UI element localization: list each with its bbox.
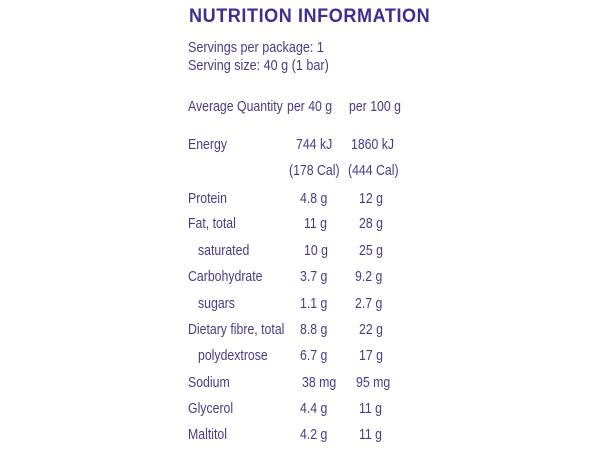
row-calories-per-100g: (444 Cal): [348, 162, 399, 179]
row-polydextrose-per-serving: 6.7 g: [300, 347, 328, 364]
row-protein-name: Protein: [188, 190, 227, 207]
row-carbohydrate-name: Carbohydrate: [188, 268, 263, 285]
nutrition-title: NUTRITION INFORMATION: [189, 6, 431, 27]
row-protein-per-100g: 12 g: [359, 190, 383, 207]
header-average-quantity: Average Quantity: [188, 98, 283, 115]
nutrition-panel: NUTRITION INFORMATION Servings per packa…: [184, 0, 430, 463]
row-saturated-name: saturated: [198, 242, 250, 259]
servings-per-package: Servings per package: 1: [188, 39, 324, 56]
row-sodium-name: Sodium: [188, 374, 230, 391]
row-dietary-fibre-per-100g: 22 g: [359, 321, 383, 338]
header-per-100g: per 100 g: [349, 98, 401, 115]
row-sugars-name: sugars: [198, 295, 235, 312]
row-polydextrose-name: polydextrose: [198, 347, 268, 364]
row-saturated-per-serving: 10 g: [304, 242, 328, 259]
row-dietary-fibre-name: Dietary fibre, total: [188, 321, 285, 338]
row-sodium-per-serving: 38 mg: [302, 374, 337, 391]
row-carbohydrate-per-100g: 9.2 g: [355, 268, 383, 285]
row-energy-name: Energy: [188, 136, 227, 153]
row-glycerol-per-serving: 4.4 g: [300, 400, 328, 417]
row-dietary-fibre-per-serving: 8.8 g: [300, 321, 328, 338]
row-polydextrose-per-100g: 17 g: [359, 347, 383, 364]
row-glycerol-per-100g: 11 g: [359, 400, 383, 417]
row-calories-per-serving: (178 Cal): [289, 162, 340, 179]
row-energy-per-serving: 744 kJ: [296, 136, 333, 153]
row-sugars-per-serving: 1.1 g: [300, 295, 328, 312]
row-fat-total-name: Fat, total: [188, 215, 236, 232]
row-saturated-per-100g: 25 g: [359, 242, 383, 259]
header-per-serving: per 40 g: [287, 98, 333, 115]
row-sodium-per-100g: 95 mg: [356, 374, 391, 391]
row-maltitol-name: Maltitol: [188, 426, 227, 443]
row-fat-total-per-serving: 11 g: [304, 215, 328, 232]
row-maltitol-per-100g: 11 g: [359, 426, 383, 443]
row-carbohydrate-per-serving: 3.7 g: [300, 268, 328, 285]
row-sugars-per-100g: 2.7 g: [355, 295, 383, 312]
row-protein-per-serving: 4.8 g: [300, 190, 328, 207]
row-glycerol-name: Glycerol: [188, 400, 234, 417]
row-maltitol-per-serving: 4.2 g: [300, 426, 328, 443]
row-fat-total-per-100g: 28 g: [359, 215, 383, 232]
serving-size: Serving size: 40 g (1 bar): [188, 57, 329, 74]
row-energy-per-100g: 1860 kJ: [351, 136, 395, 153]
